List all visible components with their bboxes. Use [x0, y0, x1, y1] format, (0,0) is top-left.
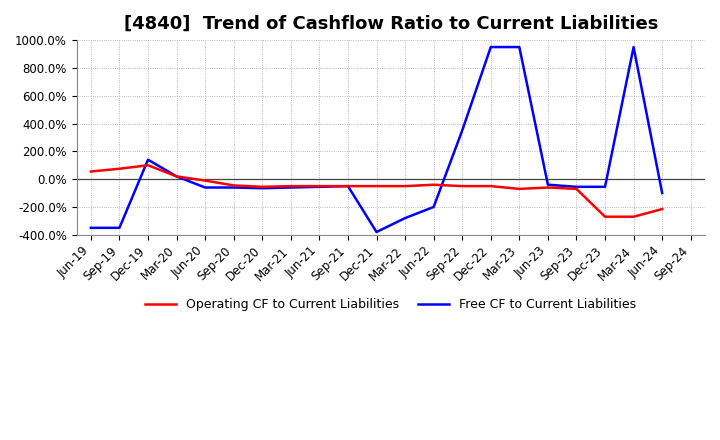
Free CF to Current Liabilities	[86, 225, 95, 231]
Operating CF to Current Liabilities	[115, 166, 124, 171]
Free CF to Current Liabilities	[201, 185, 210, 190]
Free CF to Current Liabilities	[144, 157, 153, 162]
Free CF to Current Liabilities	[258, 186, 266, 191]
Free CF to Current Liabilities	[600, 184, 609, 190]
Free CF to Current Liabilities	[572, 184, 581, 190]
Operating CF to Current Liabilities	[401, 183, 410, 189]
Operating CF to Current Liabilities	[86, 169, 95, 174]
Free CF to Current Liabilities	[458, 128, 467, 133]
Operating CF to Current Liabilities	[429, 182, 438, 187]
Free CF to Current Liabilities	[429, 204, 438, 209]
Operating CF to Current Liabilities	[287, 183, 295, 189]
Free CF to Current Liabilities	[401, 216, 410, 221]
Operating CF to Current Liabilities	[600, 214, 609, 220]
Free CF to Current Liabilities	[487, 44, 495, 50]
Operating CF to Current Liabilities	[629, 214, 638, 220]
Free CF to Current Liabilities	[230, 185, 238, 190]
Operating CF to Current Liabilities	[258, 184, 266, 190]
Free CF to Current Liabilities	[544, 182, 552, 187]
Free CF to Current Liabilities	[629, 44, 638, 50]
Operating CF to Current Liabilities	[144, 163, 153, 168]
Operating CF to Current Liabilities	[201, 178, 210, 183]
Free CF to Current Liabilities	[172, 174, 181, 179]
Free CF to Current Liabilities	[372, 229, 381, 235]
Operating CF to Current Liabilities	[515, 186, 523, 191]
Title: [4840]  Trend of Cashflow Ratio to Current Liabilities: [4840] Trend of Cashflow Ratio to Curren…	[124, 15, 658, 33]
Free CF to Current Liabilities	[515, 44, 523, 50]
Operating CF to Current Liabilities	[172, 174, 181, 179]
Line: Operating CF to Current Liabilities: Operating CF to Current Liabilities	[91, 165, 662, 217]
Operating CF to Current Liabilities	[658, 206, 667, 212]
Operating CF to Current Liabilities	[572, 186, 581, 191]
Free CF to Current Liabilities	[287, 185, 295, 190]
Operating CF to Current Liabilities	[487, 183, 495, 189]
Free CF to Current Liabilities	[658, 191, 667, 196]
Free CF to Current Liabilities	[343, 183, 352, 189]
Operating CF to Current Liabilities	[458, 183, 467, 189]
Free CF to Current Liabilities	[115, 225, 124, 231]
Legend: Operating CF to Current Liabilities, Free CF to Current Liabilities: Operating CF to Current Liabilities, Fre…	[140, 293, 642, 316]
Operating CF to Current Liabilities	[372, 183, 381, 189]
Operating CF to Current Liabilities	[343, 183, 352, 189]
Operating CF to Current Liabilities	[230, 183, 238, 188]
Operating CF to Current Liabilities	[544, 185, 552, 190]
Line: Free CF to Current Liabilities: Free CF to Current Liabilities	[91, 47, 662, 232]
Free CF to Current Liabilities	[315, 184, 324, 190]
Operating CF to Current Liabilities	[315, 183, 324, 189]
